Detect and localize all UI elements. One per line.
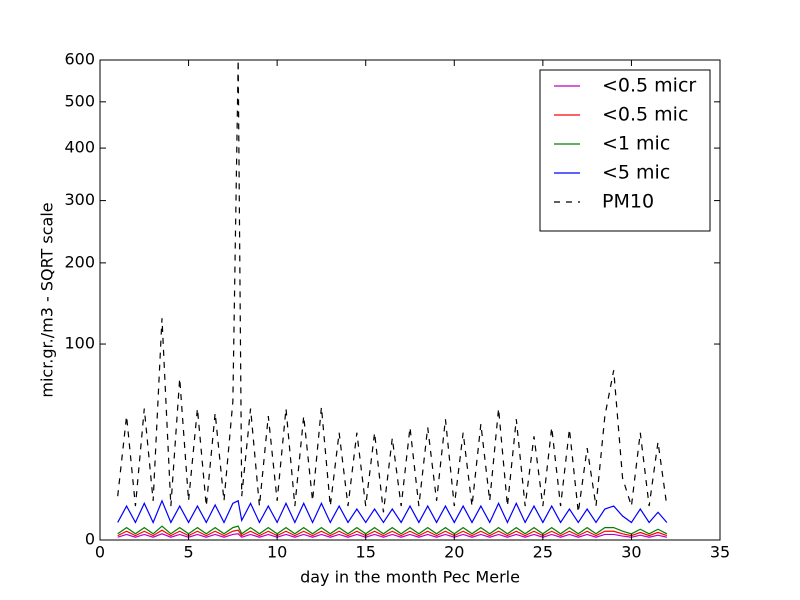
series-line <box>117 499 668 524</box>
y-tick-label: 0 <box>85 530 95 549</box>
legend-box <box>539 69 711 232</box>
x-tick-label: 35 <box>710 543 730 562</box>
y-tick-label: 200 <box>64 252 95 271</box>
y-tick-label: 300 <box>64 190 95 209</box>
x-tick-label: 30 <box>621 543 641 562</box>
legend-label: PM10 <box>602 191 654 213</box>
x-tick-label: 25 <box>533 543 553 562</box>
legend-label: <0.5 micr <box>602 75 696 97</box>
legend-label: <5 mic <box>602 162 670 184</box>
series-line <box>117 533 667 538</box>
y-tick-label: 500 <box>64 91 95 110</box>
x-axis-label: day in the month Pec Merle <box>300 568 520 587</box>
plot-frame <box>99 59 721 541</box>
series-line <box>117 525 668 535</box>
series-line <box>117 529 668 537</box>
x-tick-label: 10 <box>267 543 287 562</box>
y-tick-label: 100 <box>64 334 95 353</box>
y-tick-label: 600 <box>64 50 95 69</box>
y-axis-label: micr.gr./m3 - SQRT scale <box>38 202 57 397</box>
x-tick-label: 0 <box>95 543 105 562</box>
x-tick-label: 5 <box>183 543 193 562</box>
legend-label: <0.5 mic <box>602 104 688 126</box>
x-tick-label: 15 <box>356 543 376 562</box>
y-tick-label: 400 <box>64 138 95 157</box>
legend-label: <1 mic <box>602 133 670 155</box>
x-tick-label: 20 <box>444 543 464 562</box>
series-line <box>117 60 668 513</box>
